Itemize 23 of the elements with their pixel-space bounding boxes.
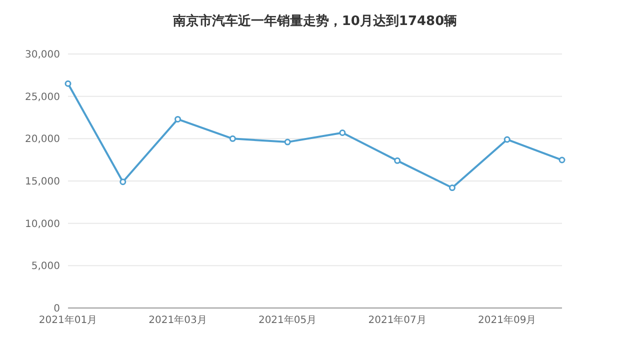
y-tick-label: 25,000: [25, 92, 60, 103]
y-tick-label: 0: [54, 304, 60, 315]
point: [504, 136, 510, 143]
point: [120, 178, 126, 186]
y-tick-label: 15,000: [25, 176, 60, 188]
x-tick-label: 2021年03月: [148, 314, 207, 326]
point: [64, 80, 72, 87]
point: [394, 157, 401, 164]
point: [558, 156, 566, 164]
point: [174, 116, 182, 122]
point: [284, 138, 291, 146]
y-tick-label: 30,000: [25, 50, 60, 61]
y-tick-label: 20,000: [25, 134, 60, 146]
x-tick-label: 2021年05月: [258, 314, 317, 326]
point: [339, 129, 346, 136]
chart-title: 南京市汽车近一年销量走势，10月达到17480辆: [172, 12, 458, 31]
x-tick-label: 2021年09月: [478, 314, 536, 326]
point: [229, 135, 236, 142]
point: [448, 184, 456, 192]
y-tick-label: 5,000: [31, 261, 60, 272]
x-tick-label: 2021年07月: [368, 314, 426, 326]
y-tick-label: 10,000: [25, 218, 60, 230]
x-tick-label: 2021年01月: [38, 314, 98, 326]
